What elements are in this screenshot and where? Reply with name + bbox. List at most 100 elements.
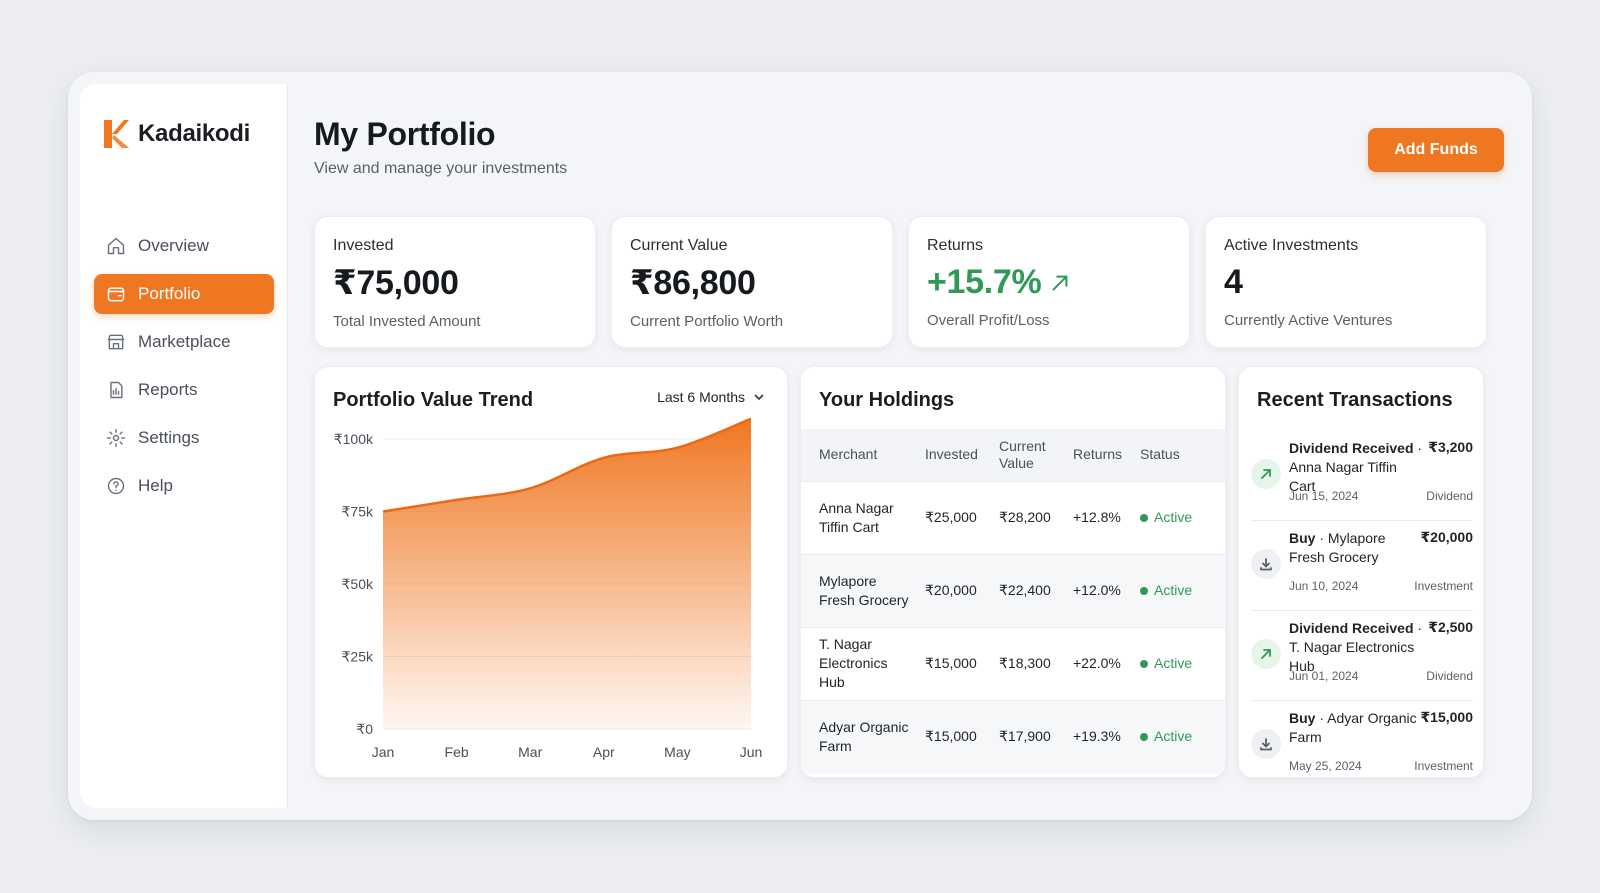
list-item[interactable]: Buy · Mylapore Fresh Grocery ₹20,000 Jun… (1251, 521, 1473, 611)
holdings-title: Your Holdings (819, 389, 955, 411)
report-icon (110, 381, 123, 399)
stat-note: Current Portfolio Worth (630, 313, 784, 330)
merchant-cell: T. Nagar Electronics Hub (801, 626, 919, 700)
sidebar-item-overview[interactable]: Overview (94, 226, 274, 266)
x-tick-label: Jan (372, 744, 395, 760)
sidebar-item-settings[interactable]: Settings (94, 418, 274, 458)
current-value-cell: ₹28,200 (993, 480, 1067, 554)
table-row[interactable]: Anna Nagar Tiffin Cart ₹25,000 ₹28,200 +… (801, 480, 1225, 554)
chevron-down-icon (754, 394, 764, 401)
store-icon (107, 334, 125, 350)
stat-label: Active Investments (1224, 237, 1359, 254)
sidebar-item-label: Portfolio (138, 284, 201, 303)
sidebar-item-help[interactable]: Help (94, 466, 274, 506)
transaction-amount: ₹2,500 (1428, 619, 1473, 635)
transaction-type: Investment (1414, 759, 1473, 773)
table-header-row: Merchant Invested Current Value Returns … (801, 429, 1225, 481)
transaction-amount: ₹3,200 (1428, 439, 1473, 455)
sidebar-item-reports[interactable]: Reports (94, 370, 274, 410)
trend-up-icon (1053, 275, 1068, 290)
transaction-kind: Buy (1289, 530, 1316, 546)
returns-cell: +12.0% (1067, 553, 1134, 627)
transaction-description: Buy · Adyar Organic Farm (1289, 710, 1417, 745)
status-dot (1140, 513, 1148, 522)
table-row[interactable]: Adyar Organic Farm ₹15,000 ₹17,900 +19.3… (801, 699, 1225, 773)
sidebar-item-label: Marketplace (138, 332, 231, 351)
transaction-date: Jun 10, 2024 (1289, 579, 1359, 593)
column-header-status[interactable]: Status (1134, 429, 1225, 481)
transaction-kind: Buy (1289, 710, 1316, 726)
status-badge: Active (1140, 508, 1221, 527)
column-header-invested[interactable]: Invested (919, 429, 993, 481)
arrow-up-right-icon (1261, 649, 1271, 659)
status-badge: Active (1140, 727, 1221, 746)
sidebar-item-label: Overview (138, 236, 209, 255)
column-header-returns[interactable]: Returns (1067, 429, 1134, 481)
stat-label: Returns (927, 237, 984, 254)
x-tick-label: Apr (593, 744, 615, 760)
transaction-type: Dividend (1426, 489, 1473, 503)
stat-value-text: 4 (1224, 263, 1243, 301)
sidebar-item-label: Reports (138, 380, 198, 399)
stat-value: ₹86,800 (630, 263, 874, 303)
stat-label: Current Value (630, 237, 728, 254)
transaction-merchant: Adyar Organic Farm (1289, 710, 1417, 745)
current-value-cell: ₹17,900 (993, 699, 1067, 773)
x-tick-label: Jun (740, 744, 763, 760)
transaction-kind: Dividend Received (1289, 440, 1414, 456)
current-value-cell: ₹18,300 (993, 626, 1067, 700)
x-tick-label: Feb (445, 744, 469, 760)
returns-cell: +12.8% (1067, 480, 1134, 554)
table-row[interactable]: Mylapore Fresh Grocery ₹20,000 ₹22,400 +… (801, 553, 1225, 627)
logo[interactable]: Kadaikodi (102, 118, 250, 150)
transaction-date: May 25, 2024 (1289, 759, 1362, 773)
gear-icon (106, 428, 126, 448)
status-cell: Active (1134, 626, 1225, 700)
add-funds-button[interactable]: Add Funds (1368, 128, 1504, 172)
stat-note: Total Invested Amount (333, 313, 481, 330)
column-header-merchant[interactable]: Merchant (801, 429, 919, 481)
transaction-description: Dividend Received · T. Nagar Electronics… (1289, 620, 1423, 674)
table-row[interactable]: T. Nagar Electronics Hub ₹15,000 ₹18,300… (801, 626, 1225, 700)
list-item[interactable]: Buy · Adyar Organic Farm ₹15,000 May 25,… (1251, 701, 1473, 791)
y-tick-label: ₹25k (342, 649, 374, 665)
invested-cell: ₹20,000 (919, 553, 993, 627)
stat-card-returns: Returns +15.7% Overall Profit/Loss (908, 216, 1190, 348)
sidebar: Kadaikodi Overview Portfolio Marketplace… (80, 84, 288, 808)
stat-note: Overall Profit/Loss (927, 312, 1050, 329)
sidebar-item-portfolio[interactable]: Portfolio (94, 274, 274, 314)
stat-value: ₹75,000 (333, 263, 577, 303)
time-range-label: Last 6 Months (657, 389, 745, 405)
recent-transactions-card: Recent Transactions Dividend Received · … (1238, 366, 1484, 778)
time-range-dropdown[interactable]: Last 6 Months (657, 389, 765, 405)
status-cell: Active (1134, 480, 1225, 554)
download-icon (1260, 738, 1272, 751)
column-header-current-value[interactable]: Current Value (993, 429, 1067, 481)
kadaikodi-logo-icon (104, 120, 129, 148)
x-tick-label: May (664, 744, 690, 760)
transaction-merchant: Anna Nagar Tiffin Cart (1289, 459, 1397, 494)
list-item[interactable]: Dividend Received · T. Nagar Electronics… (1251, 611, 1473, 701)
stat-card-invested: Invested ₹75,000 Total Invested Amount (314, 216, 596, 348)
dividend-badge (1251, 639, 1281, 669)
home-icon (107, 237, 125, 255)
sidebar-item-marketplace[interactable]: Marketplace (94, 322, 274, 362)
sidebar-nav: Overview Portfolio Marketplace Reports S… (94, 226, 274, 514)
status-dot (1140, 586, 1148, 595)
transaction-type: Investment (1414, 579, 1473, 593)
transaction-amount: ₹20,000 (1420, 529, 1473, 545)
list-item[interactable]: Dividend Received · Anna Nagar Tiffin Ca… (1251, 431, 1473, 521)
app-window: Kadaikodi Overview Portfolio Marketplace… (68, 72, 1532, 820)
returns-cell: +19.3% (1067, 699, 1134, 773)
status-badge: Active (1140, 654, 1221, 673)
x-tick-label: Mar (518, 744, 542, 760)
brand-name: Kadaikodi (138, 120, 250, 147)
stat-value: +15.7% (927, 263, 1171, 302)
status-text: Active (1154, 582, 1193, 598)
y-tick-label: ₹100k (334, 431, 374, 447)
invested-cell: ₹15,000 (919, 699, 993, 773)
status-text: Active (1154, 728, 1193, 745)
status-badge: Active (1140, 581, 1221, 600)
sidebar-item-label: Settings (138, 428, 200, 447)
holdings-table: Merchant Invested Current Value Returns … (801, 429, 1225, 773)
